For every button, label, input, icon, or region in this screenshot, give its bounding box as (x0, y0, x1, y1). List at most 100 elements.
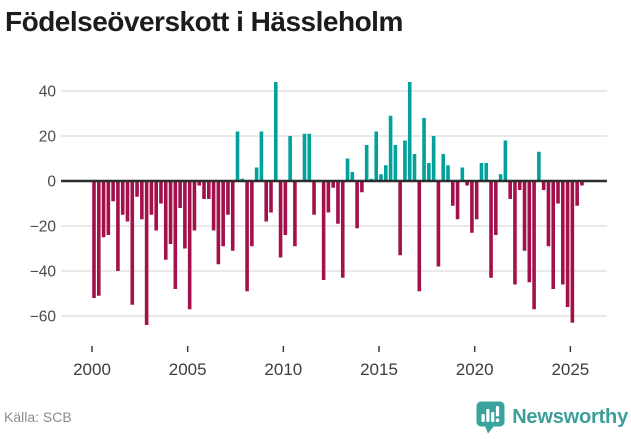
bar-negative (527, 181, 532, 283)
bar-negative (360, 181, 364, 193)
bar-negative (580, 181, 584, 186)
bar-positive (383, 165, 388, 181)
bar-negative (570, 181, 575, 323)
bar-negative (470, 181, 474, 233)
brand-lockup: Newsworthy (476, 401, 628, 433)
bar-negative (202, 181, 206, 199)
bar-positive (537, 151, 541, 181)
bar-negative (565, 181, 570, 307)
bar-positive (307, 133, 312, 181)
birth-surplus-bar-chart: 40 20 0 −20 −40 −60 2000 2005 2010 2015 2020 2025 (30, 82, 607, 379)
bar-negative (508, 181, 512, 199)
bar-negative (101, 181, 106, 238)
source-label: Källa: SCB (4, 409, 72, 425)
x-tick-label: 2005 (169, 360, 207, 379)
bar-negative (560, 181, 565, 285)
bar-negative (221, 181, 225, 247)
bar-negative (417, 181, 422, 292)
bar-negative (216, 181, 221, 265)
bar-negative (135, 181, 139, 197)
bar-negative (517, 181, 522, 190)
bar-positive (446, 165, 450, 181)
bar-positive (484, 163, 489, 181)
bar-negative (130, 181, 135, 305)
bar-negative (340, 181, 345, 278)
bar-positive (412, 154, 417, 181)
bar-negative (163, 181, 168, 260)
bar-negative (398, 181, 402, 256)
y-tick-label: −40 (30, 264, 57, 281)
bar-negative (522, 181, 527, 251)
bar-negative (293, 181, 297, 247)
bar-negative (207, 181, 211, 199)
bar-positive (364, 145, 369, 181)
bar-positive (273, 82, 278, 181)
bar-negative (92, 181, 96, 298)
bar-positive (374, 131, 379, 181)
bar-negative (250, 181, 254, 247)
bar-negative (192, 181, 197, 231)
bar-negative (513, 181, 517, 285)
y-tick-label: −20 (30, 219, 57, 236)
bar-negative (116, 181, 120, 271)
bar-negative (140, 181, 144, 220)
bar-positive (460, 167, 465, 181)
newsworthy-logo-icon (476, 401, 505, 433)
bar-negative (321, 181, 326, 280)
x-tick-label: 2015 (360, 360, 398, 379)
bar-negative (436, 181, 441, 267)
x-tick-label: 2020 (456, 360, 494, 379)
bar-positive (350, 172, 355, 181)
bar-negative (197, 181, 202, 186)
bar-negative (474, 181, 479, 220)
newsworthy-wordmark: Newsworthy (512, 405, 628, 428)
bar-negative (455, 181, 460, 220)
bar-positive (388, 115, 393, 181)
chart-title: Födelseöverskott i Hässleholm (5, 6, 403, 37)
bar-negative (144, 181, 149, 325)
bar-negative (106, 181, 111, 235)
bar-negative (230, 181, 235, 251)
bar-negative (541, 181, 546, 190)
bar-negative (312, 181, 316, 215)
bar-negative (183, 181, 187, 249)
x-tick-label: 2000 (73, 360, 111, 379)
bar-negative (465, 181, 469, 186)
bar-negative (450, 181, 455, 206)
bar-negative (125, 181, 130, 222)
bar-negative (154, 181, 158, 231)
bar-positive (427, 163, 431, 181)
bar-positive (379, 174, 383, 181)
bar-negative (546, 181, 551, 247)
bar-negative (111, 181, 115, 202)
bar-negative (326, 181, 331, 213)
bar-positive (393, 145, 398, 181)
bar-negative (278, 181, 283, 258)
bar-positive (479, 163, 484, 181)
bar-negative (494, 181, 498, 235)
bar-positive (259, 131, 264, 181)
bar-positive (345, 158, 350, 181)
bar-negative (532, 181, 536, 310)
bar-negative (336, 181, 340, 224)
bar-negative (173, 181, 178, 289)
bar-negative (187, 181, 192, 310)
bar-negative (226, 181, 230, 215)
bar-positive (498, 174, 503, 181)
bar-negative (96, 181, 101, 296)
bar-positive (288, 136, 292, 181)
bar-negative (489, 181, 493, 278)
bar-positive (254, 167, 259, 181)
x-tick-label: 2010 (264, 360, 302, 379)
bar-negative (575, 181, 579, 206)
y-tick-label: 40 (39, 84, 57, 101)
bar-negative (120, 181, 125, 215)
bar-negative (178, 181, 182, 208)
bar-positive (441, 154, 446, 181)
bar-positive (407, 82, 412, 181)
bar-positive (431, 136, 436, 181)
bar-negative (211, 181, 216, 231)
bar-negative (149, 181, 154, 215)
bar-negative (556, 181, 560, 204)
bar-positive (403, 140, 407, 181)
